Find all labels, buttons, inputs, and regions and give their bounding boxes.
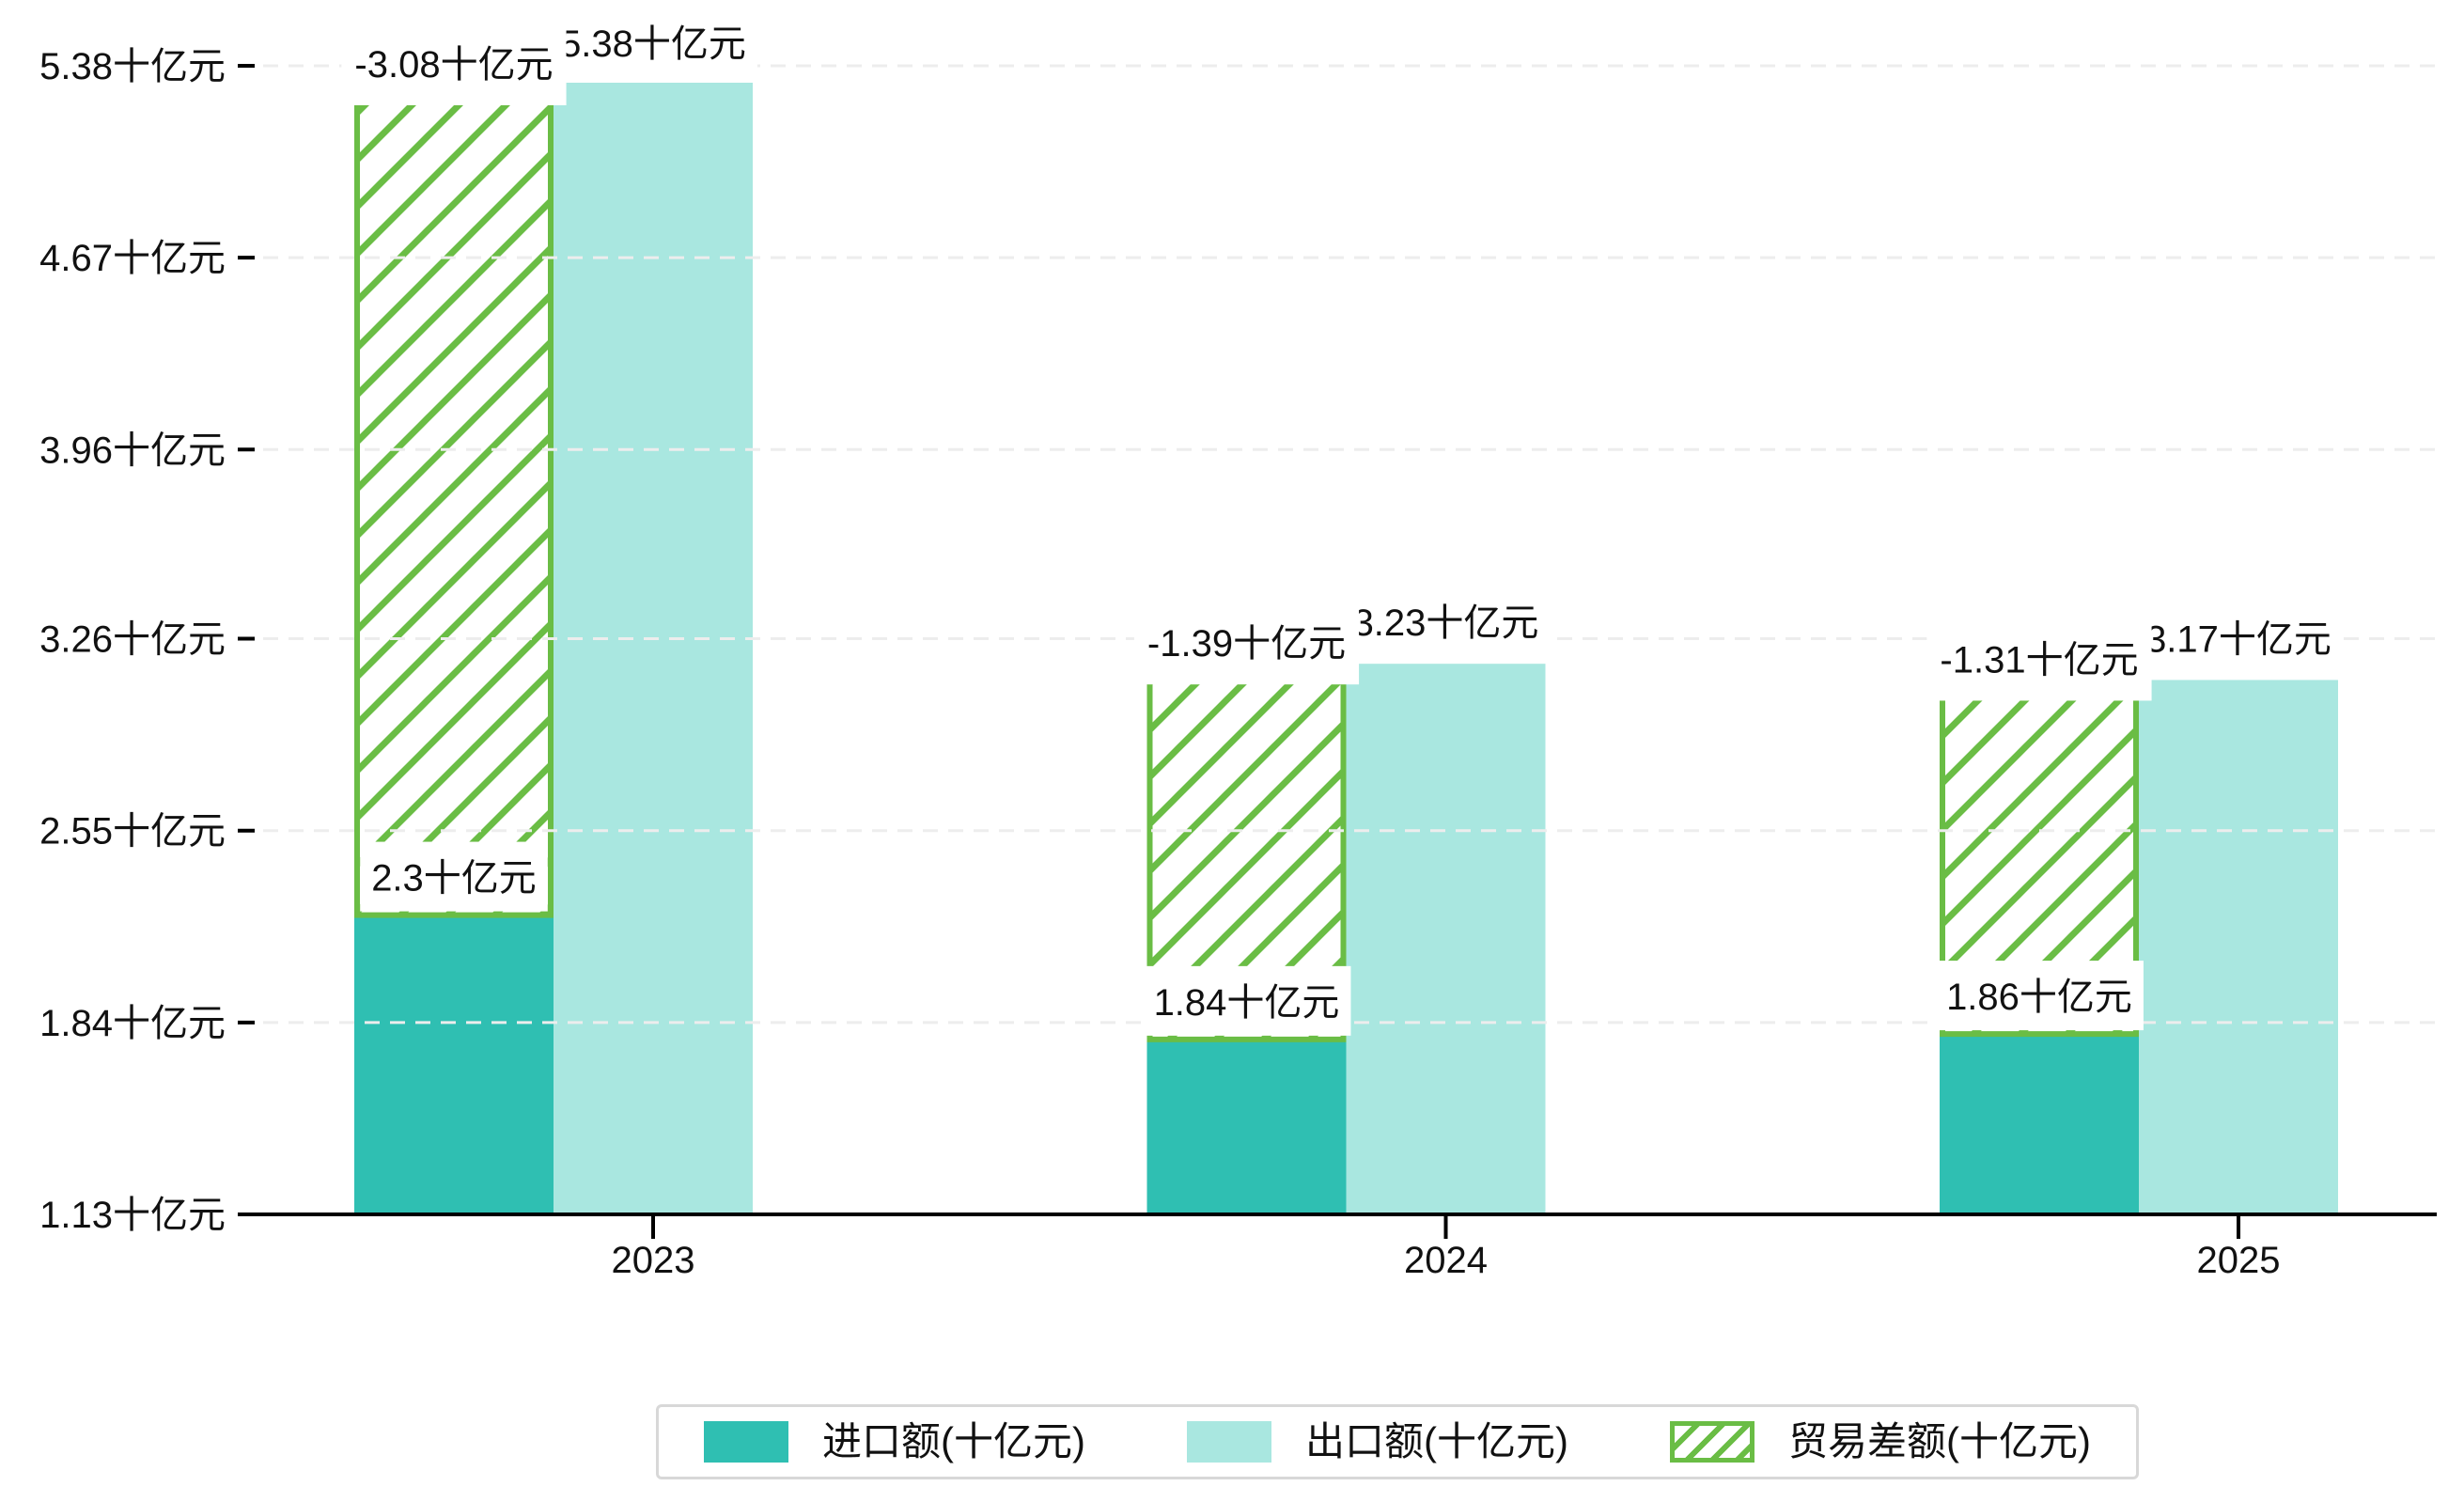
import-value-label-2024-text: 1.84十亿元 bbox=[1154, 982, 1340, 1024]
export-value-label-2024: 3.23十亿元 bbox=[1341, 587, 1551, 657]
export-bar-2025 bbox=[2139, 680, 2338, 1214]
y-tick-label-1: 1.84十亿元 bbox=[39, 1003, 226, 1044]
export-value-label-2025-bg bbox=[2134, 602, 2343, 673]
legend-label-export: 出口额(十亿元) bbox=[1304, 1419, 1568, 1463]
y-tick-label-0: 1.13十亿元 bbox=[39, 1195, 226, 1236]
balance-value-label-2025-text: -1.31十亿元 bbox=[1940, 639, 2138, 681]
balance-bar-2023 bbox=[354, 79, 554, 918]
y-tick-label-2: 2.55十亿元 bbox=[39, 811, 226, 853]
x-tick-label-2023: 2023 bbox=[612, 1240, 695, 1281]
legend-item-import: 进口额(十亿元) bbox=[704, 1421, 1085, 1463]
export-value-label-2024-bg bbox=[1341, 587, 1551, 657]
import-bar-2023 bbox=[354, 915, 554, 1214]
export-bar-2023 bbox=[554, 82, 753, 1214]
y-tick-label-4: 3.96十亿元 bbox=[39, 430, 226, 471]
y-tick-label-6: 5.38十亿元 bbox=[39, 46, 226, 87]
balance-value-label-2024: -1.39十亿元 bbox=[1133, 602, 1360, 685]
import-value-label-2023-text: 2.3十亿元 bbox=[371, 858, 537, 900]
balance-value-label-2024-text: -1.39十亿元 bbox=[1147, 623, 1346, 665]
import-value-label-2025-text: 1.86十亿元 bbox=[1946, 977, 2132, 1018]
legend-item-balance: 贸易差额(十亿元) bbox=[1669, 1419, 2091, 1463]
export-value-label-2023: 5.38十亿元 bbox=[549, 8, 757, 77]
import-value-label-2025: 1.86十亿元 bbox=[1935, 961, 2144, 1031]
export-value-label-2024-text: 3.23十亿元 bbox=[1353, 602, 1539, 644]
legend-label-balance: 贸易差额(十亿元) bbox=[1787, 1419, 2091, 1463]
balance-value-label-2025: -1.31十亿元 bbox=[1926, 618, 2152, 701]
y-tick-label-5: 4.67十亿元 bbox=[39, 238, 226, 279]
export-value-label-2025-text: 3.17十亿元 bbox=[2145, 618, 2331, 660]
legend-label-import: 进口额(十亿元) bbox=[822, 1419, 1085, 1463]
legend: 进口额(十亿元) 出口额(十亿元) 贸易差额(十亿元) bbox=[656, 1404, 2139, 1479]
import-bar-2024 bbox=[1146, 1039, 1347, 1214]
x-tick-label-2024: 2024 bbox=[1404, 1240, 1488, 1281]
export-legend-swatch-icon bbox=[1186, 1421, 1271, 1463]
x-tick-label-2025: 2025 bbox=[2197, 1240, 2281, 1281]
balance-value-label-2025-bg bbox=[1926, 618, 2152, 701]
balance-value-label-2023-text: -3.08十亿元 bbox=[354, 44, 553, 86]
y-tick-label-3: 3.26十亿元 bbox=[39, 619, 226, 661]
balance-value-label-2023-bg bbox=[341, 23, 567, 105]
import-value-label-2023: 2.3十亿元 bbox=[360, 841, 548, 912]
import-value-label-2024-bg bbox=[1142, 965, 1351, 1036]
legend-item-export: 出口额(十亿元) bbox=[1186, 1419, 1568, 1463]
export-value-label-2023-bg bbox=[549, 8, 757, 77]
balance-legend-swatch-icon bbox=[1669, 1421, 1754, 1463]
export-value-label-2023-text: 5.38十亿元 bbox=[560, 23, 746, 65]
import-value-label-2023-bg bbox=[360, 841, 548, 912]
balance-value-label-2023: -3.08十亿元 bbox=[341, 23, 567, 105]
import-legend-swatch-icon bbox=[704, 1421, 788, 1463]
import-value-label-2024: 1.84十亿元 bbox=[1142, 965, 1351, 1036]
export-bar-2024 bbox=[1346, 664, 1546, 1214]
import-value-label-2025-bg bbox=[1935, 961, 2144, 1031]
import-bar-2025 bbox=[1940, 1034, 2139, 1214]
balance-value-label-2024-bg bbox=[1133, 602, 1360, 685]
export-value-label-2025: 3.17十亿元 bbox=[2134, 602, 2343, 673]
